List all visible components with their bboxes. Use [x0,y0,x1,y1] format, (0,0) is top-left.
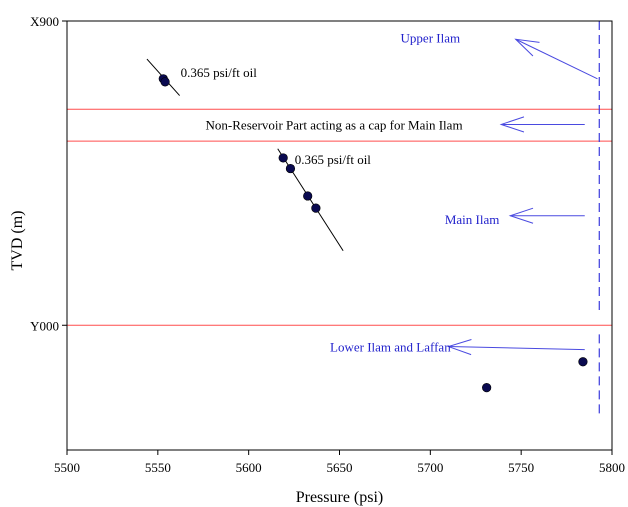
y-axis-label: TVD (m) [9,211,26,271]
data-point [278,153,288,163]
data-point [285,163,296,174]
gradient-label: 0.365 psi/ft oil [295,152,372,167]
zone-label: Non-Reservoir Part acting as a cap for M… [206,117,463,132]
trend-line-layer: 0.365 psi/ft oil 0.365 psi/ft oil [146,58,372,251]
x-tick-label: 5500 [54,460,80,475]
x-tick-label: 5550 [145,460,171,475]
x-tick-label: 5700 [417,460,443,475]
data-point [160,77,170,87]
arrows-layer: Upper Ilam Non-Reservoir Part acting as a… [206,31,598,356]
zone-label: Main Ilam [445,212,500,227]
labels-layer: Pressure (psi) TVD (m) [9,211,383,506]
zone-arrow [515,38,598,80]
plot-frame [66,20,613,451]
gradient-label: 0.365 psi/ft oil [181,65,258,80]
data-point [482,383,492,393]
data-point [311,203,321,213]
x-tick-label: 5600 [236,460,262,475]
zone-label: Upper Ilam [401,31,461,46]
arrow-head [446,339,472,356]
lines-layer [67,21,612,414]
x-tick-label: 5750 [508,460,534,475]
x-tick-label: 5800 [599,460,625,475]
x-axis-label: Pressure (psi) [296,489,384,506]
ticks-layer: 5500 5550 5600 5650 5700 5750 5800 X900 Y000 [30,14,625,475]
arrow-head [499,116,525,133]
arrow-head [508,207,534,224]
axes-layer [66,20,613,451]
x-tick-label: 5650 [327,460,353,475]
points-layer [158,74,588,393]
y-tick-label: X900 [30,14,59,29]
arrow-head [514,38,540,57]
zone-arrow [448,346,585,351]
zone-label: Lower Ilam and Laffan [330,340,451,355]
data-point [578,357,588,367]
data-point [303,191,313,201]
y-tick-label: Y000 [30,318,59,333]
